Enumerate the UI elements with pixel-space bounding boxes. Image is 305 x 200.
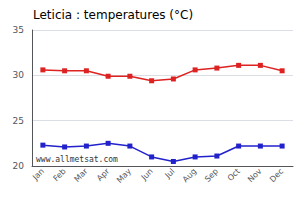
svg-text:25: 25 — [13, 116, 24, 126]
svg-text:20: 20 — [13, 161, 25, 171]
svg-text:Jan: Jan — [30, 167, 46, 183]
svg-text:Aug: Aug — [181, 167, 198, 184]
svg-text:www.allmetsat.com: www.allmetsat.com — [36, 155, 118, 164]
svg-text:Oct: Oct — [226, 167, 242, 183]
svg-text:Jun: Jun — [139, 167, 155, 183]
svg-text:Feb: Feb — [51, 167, 67, 183]
svg-text:Sep: Sep — [203, 167, 220, 184]
svg-text:May: May — [115, 167, 133, 185]
svg-text:Leticia : temperatures (°C): Leticia : temperatures (°C) — [33, 8, 193, 22]
svg-text:35: 35 — [13, 25, 24, 35]
svg-text:Nov: Nov — [246, 167, 264, 185]
svg-text:Apr: Apr — [95, 166, 112, 183]
svg-text:30: 30 — [13, 70, 25, 80]
svg-text:Mar: Mar — [73, 166, 91, 184]
svg-text:Dec: Dec — [268, 167, 285, 184]
svg-text:Jul: Jul — [163, 167, 177, 181]
